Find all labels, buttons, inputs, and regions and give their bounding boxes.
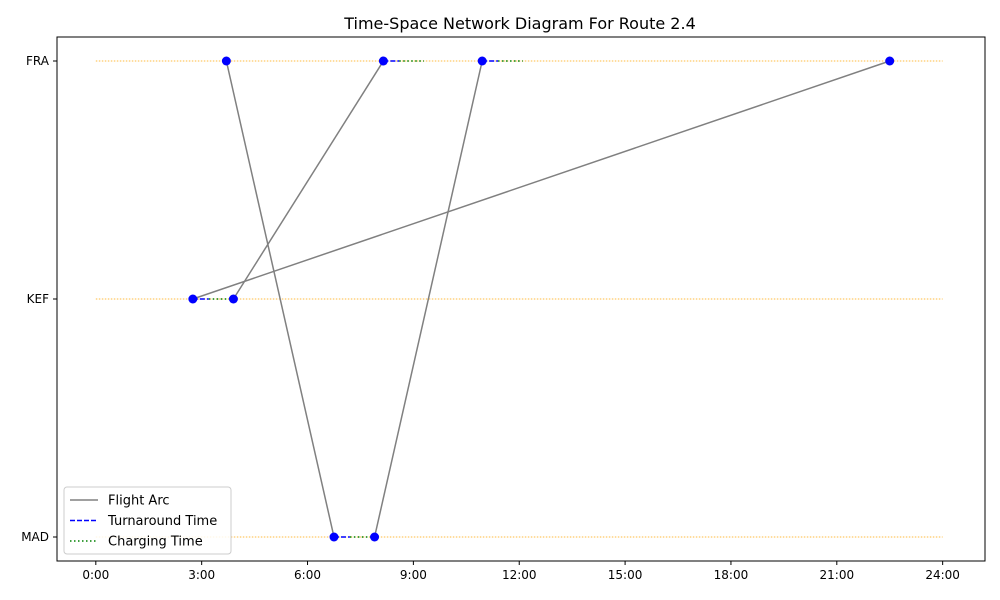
x-tick-label-1: 3:00 [188,568,215,582]
x-tick-label-5: 15:00 [608,568,643,582]
y-tick-label-kef: KEF [27,292,49,306]
legend-label-2: Charging Time [108,535,203,550]
event-node-7 [370,532,380,542]
event-node-6 [329,532,339,542]
x-axis: 0:00 3:00 6:00 9:00 12:00 15:00 18:00 21:00 24:0… [82,561,960,582]
event-node-3 [885,56,895,66]
legend-label-1: Turnaround Time [107,514,217,529]
legend: Flight Arc Turnaround Time Charging Time [63,486,232,555]
x-tick-label-7: 21:00 [820,568,855,582]
flight-arc-1 [373,60,483,538]
x-tick-label-8: 24:00 [925,568,960,582]
event-node-4 [188,294,198,304]
x-tick-label-0: 0:00 [82,568,109,582]
legend-box [63,486,232,555]
chart-title: Time-Space Network Diagram For Route 2.4 [343,14,696,33]
x-tick-label-3: 9:00 [400,568,427,582]
y-tick-label-mad: MAD [21,530,49,544]
event-node-0 [221,56,231,66]
y-axis: MAD KEF FRA [21,54,57,544]
flight-arc-0 [225,60,335,538]
event-node-5 [228,294,238,304]
event-nodes [188,56,895,542]
x-tick-label-6: 18:00 [714,568,749,582]
station-guides [95,60,943,538]
flight-arcs [192,60,890,538]
event-node-1 [378,56,388,66]
flight-arc-3 [192,60,890,300]
x-tick-label-4: 12:00 [502,568,537,582]
legend-label-0: Flight Arc [108,494,170,509]
x-tick-label-2: 6:00 [294,568,321,582]
y-tick-label-fra: FRA [26,54,50,68]
flight-arc-2 [232,60,385,300]
event-node-2 [477,56,487,66]
